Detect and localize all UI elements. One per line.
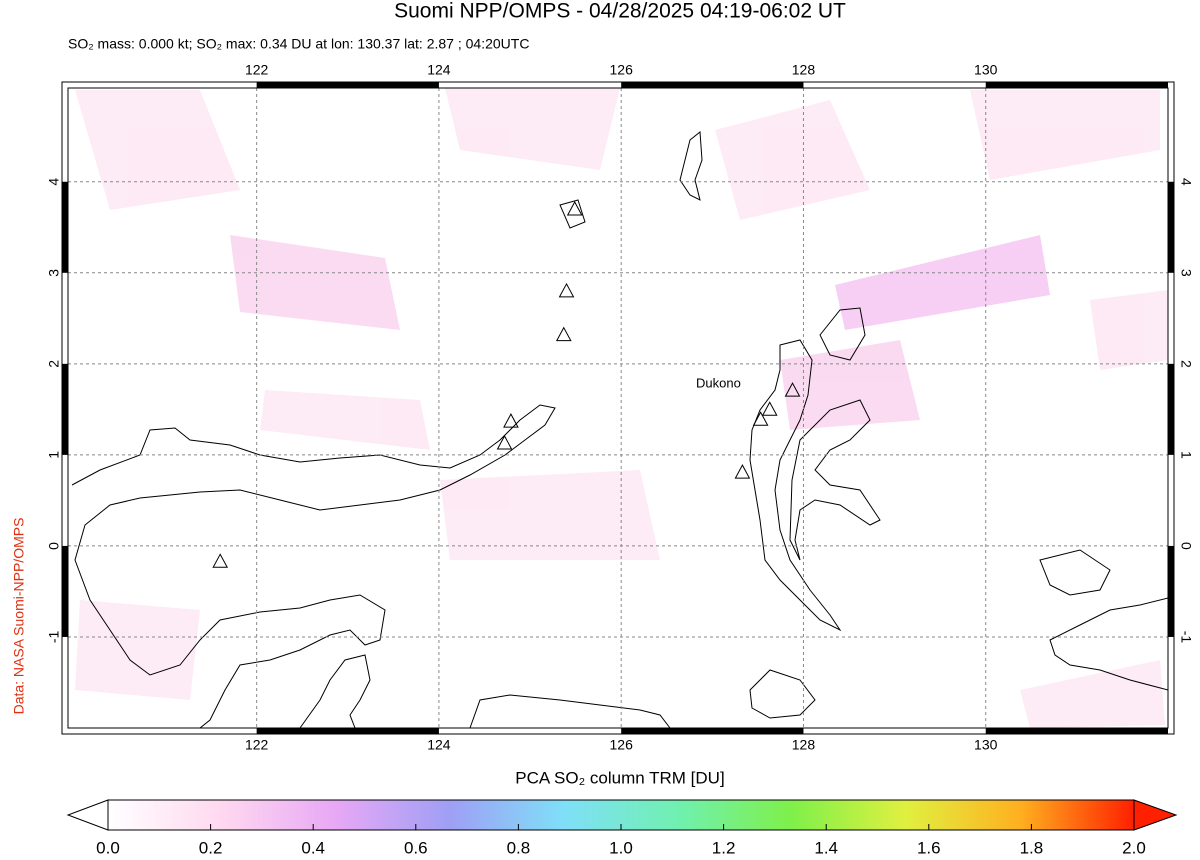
- y-tick-label: 2: [1178, 360, 1194, 368]
- colorbar-tick-label: 0.8: [507, 838, 531, 855]
- so2-patches: [75, 88, 1168, 728]
- volcano: [784, 382, 801, 397]
- map-border: [61, 81, 1175, 735]
- volcano: [503, 413, 519, 428]
- volcano: [734, 464, 751, 479]
- y-tick-label: -1: [46, 631, 62, 644]
- chart-title: Suomi NPP/OMPS - 04/28/2025 04:19-06:02 …: [394, 0, 846, 23]
- x-tick-label: 130: [974, 62, 998, 78]
- colorbar-arrow: [66, 799, 109, 831]
- y-tick-label: 0: [1178, 542, 1194, 550]
- x-tick-label: 124: [427, 737, 451, 753]
- volcano-label: Dukono: [696, 375, 741, 390]
- y-tick-label: 3: [46, 269, 62, 277]
- colorbar-tick-label: 1.0: [609, 838, 633, 855]
- frame-bar: [621, 82, 804, 88]
- volcano: [566, 200, 583, 216]
- map-background: [68, 88, 1168, 728]
- x-tick-label: 128: [792, 62, 816, 78]
- frame-bar: [621, 728, 804, 734]
- volcano: [212, 553, 229, 568]
- volcano: [761, 401, 778, 416]
- x-tick-label: 122: [245, 62, 269, 78]
- map-border: [67, 87, 1169, 729]
- subtitle: SO₂ mass: 0.000 kt; SO₂ max: 0.34 DU at …: [68, 36, 529, 52]
- y-tick-label: 4: [1178, 178, 1194, 186]
- colorbar: 0.0 0.2 0.4 0.6 0.8 1.0 1.2 1.4 1.6 1.8 2.0: [66, 799, 1178, 857]
- volcano: [496, 434, 513, 450]
- map: Dukono: [61, 81, 1175, 735]
- frame-bar: [1168, 363, 1174, 455]
- colorbar-tick-label: 0.2: [199, 838, 223, 855]
- frame-bar: [62, 181, 68, 273]
- colorbar-tick-label: 2.0: [1122, 838, 1146, 855]
- frame-bar: [1168, 181, 1174, 273]
- y-tick-label: 4: [46, 178, 62, 186]
- colorbar-tick-label: 1.2: [712, 838, 736, 855]
- y-tick-label: 1: [46, 451, 62, 459]
- volcano: [752, 411, 769, 426]
- colorbar-tick-label: 0.0: [96, 838, 120, 855]
- colorbar-tick-label: 1.6: [917, 838, 941, 855]
- frame-bar: [985, 82, 1168, 88]
- x-tick-label: 128: [792, 737, 816, 753]
- volcano: [555, 326, 572, 342]
- credit: Data: NASA Suomi-NPP/OMPS: [11, 518, 27, 715]
- colorbar-tick-label: 1.8: [1020, 838, 1044, 855]
- frame-bar: [62, 545, 68, 637]
- x-tick-label: 122: [245, 737, 269, 753]
- y-tick-label: 3: [1178, 269, 1194, 277]
- grid: [68, 88, 1168, 728]
- y-tick-label: 2: [46, 360, 62, 368]
- colorbar-tick-label: 0.4: [301, 838, 325, 855]
- x-tick-label: 124: [427, 62, 451, 78]
- y-tick-label: 0: [46, 542, 62, 550]
- colorbar-label: PCA SO₂ column TRM [DU]: [515, 768, 724, 787]
- volcano: [558, 282, 575, 298]
- frame-bar: [256, 82, 439, 88]
- colorbar-arrow: [1133, 799, 1178, 831]
- frame: [61, 81, 1175, 735]
- x-tick-label: 126: [610, 62, 634, 78]
- coastlines: [71, 131, 1169, 729]
- y-tick-label: -1: [1178, 631, 1194, 644]
- volcanoes: [212, 200, 801, 568]
- frame-bar: [62, 363, 68, 455]
- frame-bar: [1168, 545, 1174, 637]
- y-tick-label: 1: [1178, 451, 1194, 459]
- colorbar-tick-label: 0.6: [404, 838, 428, 855]
- x-tick-label: 126: [610, 737, 634, 753]
- frame-bar: [256, 728, 439, 734]
- colorbar-tick-label: 1.4: [814, 838, 838, 855]
- x-tick-label: 130: [974, 737, 998, 753]
- frame-bar: [985, 728, 1168, 734]
